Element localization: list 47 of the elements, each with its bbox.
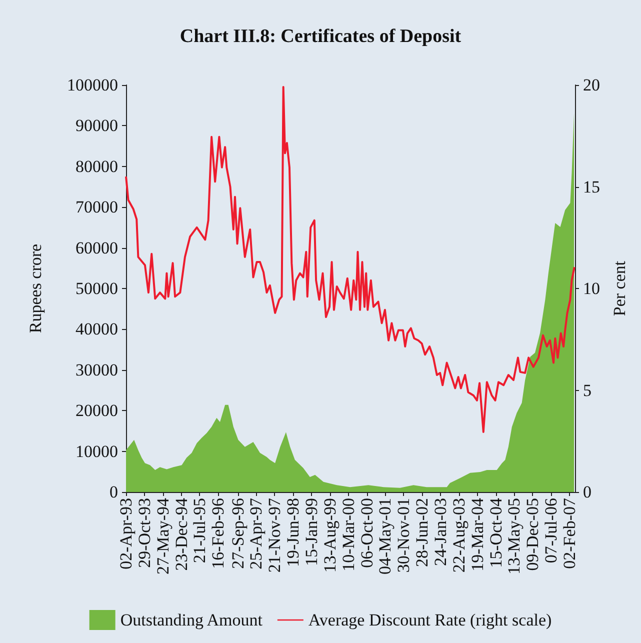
x-tick-label: 02-Apr-93 xyxy=(116,498,136,570)
y-tick-label: 0 xyxy=(110,482,118,502)
y-tick-label: 90000 xyxy=(76,116,118,136)
y-tick-label: 70000 xyxy=(76,198,118,217)
x-tick-label: 22-Aug-03 xyxy=(449,498,468,573)
x-tick-label: 25-Apr-97 xyxy=(246,498,266,570)
x-tick-label: 23-Dec-94 xyxy=(172,498,191,571)
y-tick-label: 60000 xyxy=(76,238,118,258)
y-tick-label: 100000 xyxy=(67,76,118,94)
x-tick-label: 07-Jul-06 xyxy=(542,498,561,564)
y-tick-label: 20000 xyxy=(76,401,118,420)
y2-tick-label: 0 xyxy=(583,482,592,502)
line-series xyxy=(125,86,576,433)
legend-label: Average Discount Rate (right scale) xyxy=(308,610,552,630)
x-tick-label: 27-May-94 xyxy=(153,498,172,574)
x-tick-label: 30-Nov-01 xyxy=(394,498,414,573)
x-tick-label: 24-Jan-03 xyxy=(430,498,450,566)
x-tick-label: 21-Jul-95 xyxy=(190,498,210,564)
x-tick-label: 10-Mar-00 xyxy=(338,498,358,572)
y-tick-label: 40000 xyxy=(76,320,118,339)
x-tick-label: 15-Jan-99 xyxy=(302,498,321,566)
x-tick-label: 29-Oct-93 xyxy=(134,498,154,568)
x-tick-label: 09-Dec-05 xyxy=(523,498,542,571)
x-tick-label: 19-Jun-98 xyxy=(284,498,303,567)
y-tick-label: 10000 xyxy=(76,442,118,461)
y2-tick-label: 15 xyxy=(583,177,600,196)
chart-title: Chart III.8: Certificates of Deposit xyxy=(180,26,462,47)
y2-tick-label: 10 xyxy=(583,279,600,298)
legend-label: Outstanding Amount xyxy=(120,610,263,630)
x-tick-label: 27-Sep-96 xyxy=(228,498,248,569)
x-tick-label: 15-Oct-04 xyxy=(486,498,506,568)
x-tick-label: 13-May-05 xyxy=(504,498,524,574)
x-tick-label: 06-Oct-00 xyxy=(357,498,376,568)
x-tick-label: 04-May-01 xyxy=(376,498,395,574)
y2-tick-label: 5 xyxy=(583,380,592,400)
x-tick-label: 28-Jun-02 xyxy=(412,498,432,567)
x-tick-label: 21-Nov-97 xyxy=(265,498,284,573)
x-tick-label: 13-Aug-99 xyxy=(320,498,340,573)
y-axis-title: Rupees crore xyxy=(26,244,45,334)
x-tick-label: 02-Feb-07 xyxy=(560,498,579,569)
y-tick-label: 80000 xyxy=(76,156,118,176)
y-tick-label: 50000 xyxy=(76,279,118,298)
x-tick-label: 19-Mar-04 xyxy=(468,498,487,572)
y-tick-label: 30000 xyxy=(76,360,118,380)
y2-axis-title: Per cent xyxy=(610,260,629,316)
y2-tick-label: 20 xyxy=(583,76,600,94)
x-tick-label: 16-Feb-96 xyxy=(208,498,228,569)
